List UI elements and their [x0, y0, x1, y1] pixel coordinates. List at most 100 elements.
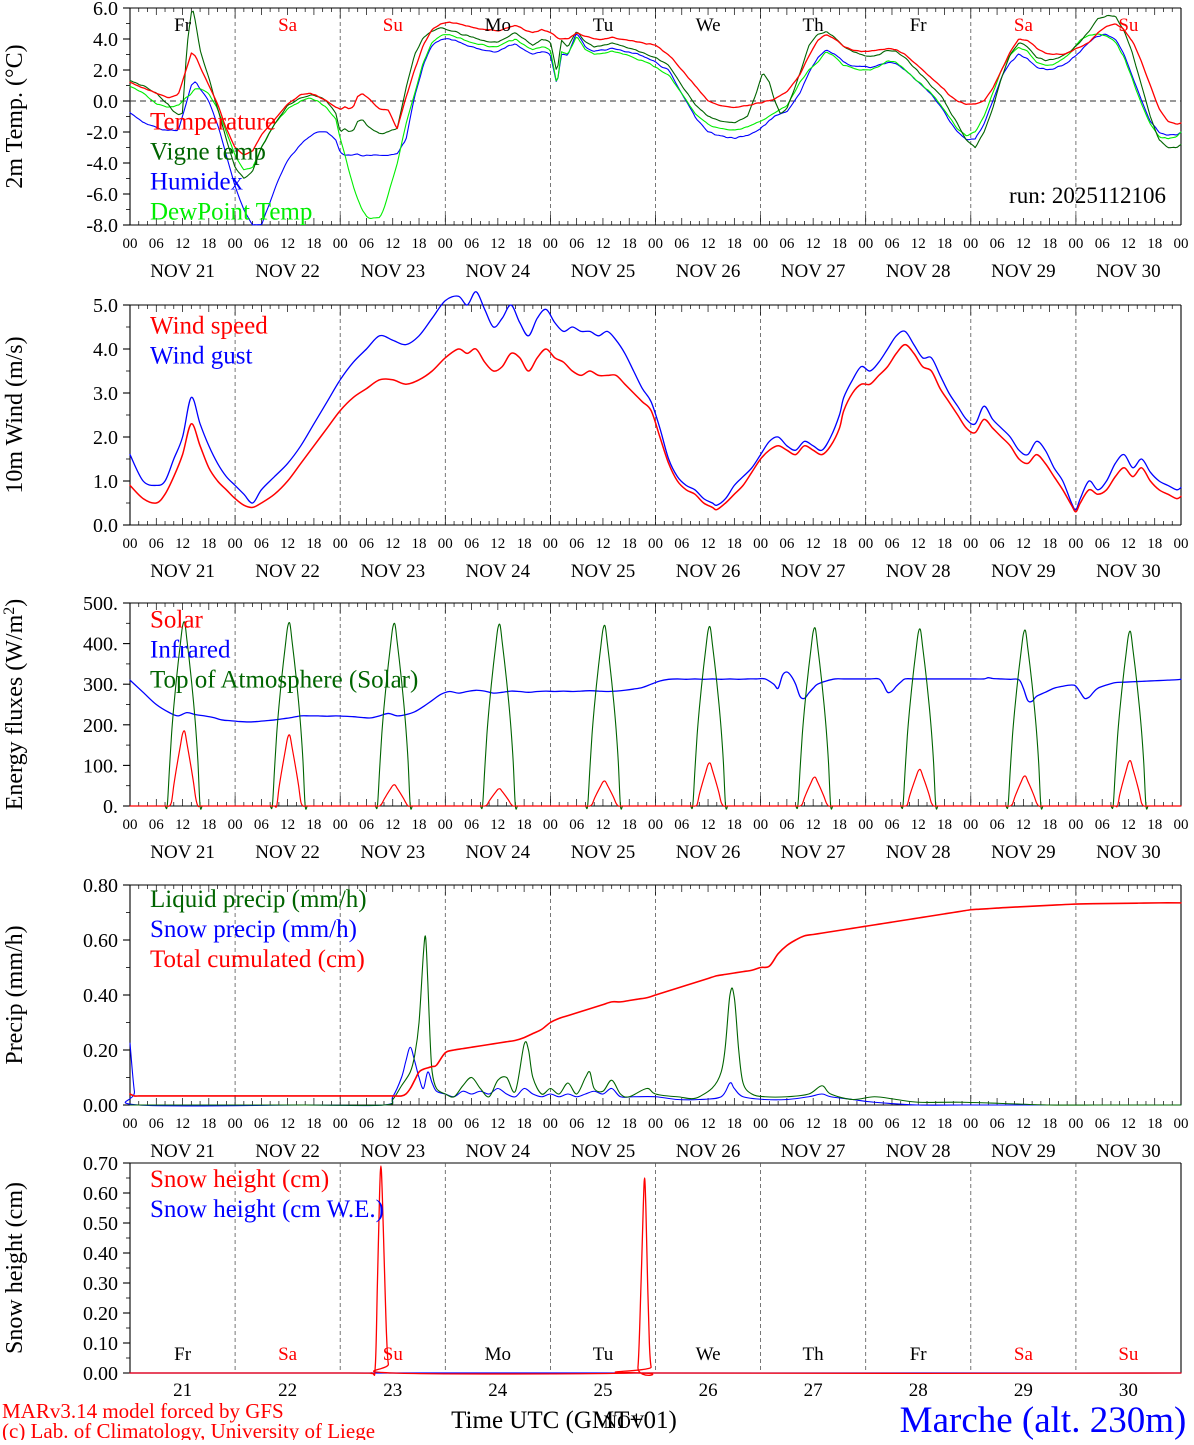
svg-text:12: 12: [1121, 1116, 1136, 1132]
svg-text:Th: Th: [803, 1344, 825, 1365]
svg-text:00: 00: [648, 236, 663, 252]
svg-text:00: 00: [333, 817, 348, 833]
svg-text:06: 06: [254, 1116, 270, 1132]
svg-text:Snow height (cm): Snow height (cm): [150, 1166, 329, 1193]
svg-text:NOV 26: NOV 26: [676, 842, 741, 863]
svg-text:06: 06: [359, 236, 375, 252]
svg-text:18: 18: [832, 236, 847, 252]
svg-text:12: 12: [385, 536, 400, 552]
svg-text:06: 06: [254, 236, 270, 252]
svg-text:3.0: 3.0: [93, 383, 118, 405]
svg-text:1.0: 1.0: [93, 471, 118, 493]
svg-text:06: 06: [885, 536, 901, 552]
svg-text:12: 12: [911, 1116, 926, 1132]
svg-text:00: 00: [1174, 1116, 1189, 1132]
svg-text:0.50: 0.50: [83, 1213, 118, 1235]
svg-text:06: 06: [885, 236, 901, 252]
svg-text:06: 06: [359, 1116, 375, 1132]
svg-text:-6.0: -6.0: [86, 184, 118, 206]
svg-text:200.: 200.: [83, 715, 118, 737]
svg-text:NOV 22: NOV 22: [255, 261, 320, 282]
svg-text:06: 06: [464, 817, 480, 833]
svg-text:18: 18: [1042, 536, 1057, 552]
svg-text:00: 00: [963, 1116, 978, 1132]
svg-text:00: 00: [228, 817, 243, 833]
svg-text:Humidex: Humidex: [150, 169, 244, 196]
svg-text:18: 18: [517, 536, 532, 552]
svg-text:NOV 23: NOV 23: [361, 842, 426, 863]
svg-text:00: 00: [858, 817, 873, 833]
svg-text:0.: 0.: [103, 796, 118, 818]
svg-text:06: 06: [464, 236, 480, 252]
svg-text:06: 06: [779, 817, 795, 833]
svg-text:5.0: 5.0: [93, 295, 118, 317]
svg-text:12: 12: [175, 236, 190, 252]
svg-text:00: 00: [123, 1116, 138, 1132]
svg-text:Solar: Solar: [150, 606, 203, 633]
svg-text:00: 00: [438, 817, 453, 833]
svg-text:06: 06: [149, 536, 165, 552]
svg-text:12: 12: [596, 236, 611, 252]
svg-text:00: 00: [1174, 536, 1189, 552]
svg-text:18: 18: [201, 236, 216, 252]
svg-text:NOV 25: NOV 25: [571, 261, 636, 282]
svg-text:00: 00: [858, 1116, 873, 1132]
svg-text:00: 00: [543, 236, 558, 252]
svg-text:12: 12: [911, 536, 926, 552]
svg-text:00: 00: [333, 1116, 348, 1132]
svg-text:00: 00: [228, 536, 243, 552]
svg-text:18: 18: [201, 536, 216, 552]
svg-text:06: 06: [990, 536, 1006, 552]
svg-text:NOV 27: NOV 27: [781, 842, 846, 863]
svg-text:21: 21: [173, 1380, 192, 1401]
svg-text:4.0: 4.0: [93, 339, 118, 361]
svg-text:18: 18: [832, 1116, 847, 1132]
svg-text:00: 00: [438, 536, 453, 552]
svg-text:NOV 30: NOV 30: [1096, 261, 1161, 282]
svg-text:12: 12: [806, 536, 821, 552]
svg-text:12: 12: [701, 536, 716, 552]
svg-text:NOV 30: NOV 30: [1096, 561, 1161, 582]
svg-text:0.80: 0.80: [83, 875, 118, 897]
svg-text:18: 18: [937, 817, 952, 833]
svg-text:Tu: Tu: [593, 1344, 614, 1365]
svg-text:12: 12: [385, 236, 400, 252]
svg-text:Su: Su: [1118, 15, 1139, 36]
svg-text:NOV: NOV: [603, 1412, 644, 1433]
svg-text:2.0: 2.0: [93, 60, 118, 82]
svg-text:06: 06: [149, 817, 165, 833]
svg-text:12: 12: [490, 236, 505, 252]
svg-text:00: 00: [228, 236, 243, 252]
svg-text:NOV 29: NOV 29: [991, 1141, 1056, 1162]
svg-text:12: 12: [280, 1116, 295, 1132]
svg-text:NOV 24: NOV 24: [466, 842, 531, 863]
svg-text:0.0: 0.0: [93, 515, 118, 537]
svg-text:00: 00: [753, 817, 768, 833]
svg-text:Vigne temp: Vigne temp: [150, 139, 266, 166]
svg-text:NOV 27: NOV 27: [781, 261, 846, 282]
svg-text:18: 18: [1042, 817, 1057, 833]
svg-text:12: 12: [701, 236, 716, 252]
svg-text:18: 18: [517, 236, 532, 252]
svg-text:18: 18: [517, 1116, 532, 1132]
svg-text:06: 06: [464, 1116, 480, 1132]
svg-text:12: 12: [1121, 236, 1136, 252]
svg-text:400.: 400.: [83, 634, 118, 656]
svg-text:06: 06: [990, 236, 1006, 252]
svg-text:06: 06: [1095, 536, 1111, 552]
svg-text:Marche (alt. 230m): Marche (alt. 230m): [900, 1400, 1187, 1440]
svg-text:12: 12: [596, 817, 611, 833]
svg-text:18: 18: [727, 817, 742, 833]
svg-text:06: 06: [674, 817, 690, 833]
svg-text:Snow height (cm): Snow height (cm): [2, 1182, 28, 1354]
svg-text:12: 12: [175, 536, 190, 552]
svg-text:06: 06: [1095, 817, 1111, 833]
svg-text:06: 06: [149, 1116, 165, 1132]
svg-text:00: 00: [648, 1116, 663, 1132]
svg-text:18: 18: [412, 536, 427, 552]
svg-text:DewPoint Temp: DewPoint Temp: [150, 199, 312, 226]
svg-text:00: 00: [963, 817, 978, 833]
svg-text:12: 12: [1016, 817, 1031, 833]
svg-text:Su: Su: [383, 1344, 404, 1365]
svg-text:00: 00: [1174, 817, 1189, 833]
